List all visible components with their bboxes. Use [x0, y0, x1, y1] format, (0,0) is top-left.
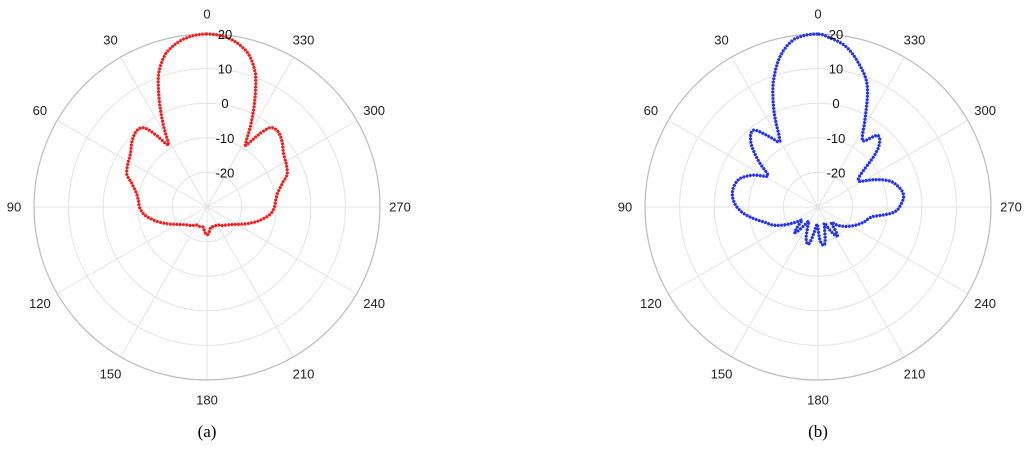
polar-chart-b: 0 30 60 90 120 150 180 210 240 270 300 330 -20 -10 0 10… [618, 7, 1022, 442]
angle-tick-label-150: 150 [711, 367, 733, 382]
spoke-330 [817, 56, 905, 208]
spoke-240 [206, 206, 358, 294]
r-tick-label--20: -20 [216, 165, 235, 180]
angle-tick-label-30: 30 [714, 32, 728, 47]
polar-chart-a: 0 30 60 90 120 150 180 210 240 270 300 330 -20 -10 0 10… [7, 7, 411, 442]
spoke-300 [206, 120, 358, 208]
pattern-trace-core [126, 33, 288, 236]
spoke-30 [731, 56, 819, 208]
angle-tick-label-210: 210 [293, 367, 315, 382]
angle-tick-label-330: 330 [904, 32, 926, 47]
angle-tick-label-90: 90 [7, 200, 21, 215]
spoke-120 [667, 206, 819, 294]
angle-tick-label-240: 240 [974, 296, 996, 311]
r-tick-label--10: -10 [827, 131, 846, 146]
r-tick-label--20: -20 [827, 165, 846, 180]
angle-tick-label-180: 180 [807, 393, 829, 408]
angle-tick-label-0: 0 [203, 7, 210, 22]
angle-tick-label-240: 240 [363, 296, 385, 311]
angle-tick-label-300: 300 [974, 103, 996, 118]
spoke-60 [667, 120, 819, 208]
spoke-150 [731, 206, 819, 358]
r-tick-label-0: 0 [832, 96, 839, 111]
angle-tick-label-210: 210 [904, 367, 926, 382]
angle-tick-label-270: 270 [1000, 200, 1022, 215]
spoke-150 [120, 206, 208, 358]
angle-tick-label-150: 150 [100, 367, 122, 382]
pattern-trace-core [731, 33, 905, 246]
spoke-60 [56, 120, 208, 208]
angle-tick-label-180: 180 [196, 393, 218, 408]
spoke-120 [56, 206, 208, 294]
spoke-240 [817, 206, 969, 294]
subfigure-caption: (a) [198, 422, 217, 441]
spoke-210 [206, 206, 294, 358]
r-tick-label--10: -10 [216, 131, 235, 146]
angle-tick-label-90: 90 [618, 200, 632, 215]
angle-tick-label-30: 30 [103, 32, 117, 47]
r-tick-label-10: 10 [829, 62, 843, 77]
subfigure-caption: (b) [808, 422, 828, 441]
angle-tick-label-120: 120 [640, 296, 662, 311]
r-tick-label-0: 0 [221, 96, 228, 111]
angle-tick-label-60: 60 [644, 103, 658, 118]
r-tick-label-20: 20 [218, 27, 232, 42]
spoke-300 [817, 120, 969, 208]
angle-tick-label-120: 120 [29, 296, 51, 311]
angle-tick-label-330: 330 [293, 32, 315, 47]
angle-tick-label-270: 270 [389, 200, 411, 215]
angle-tick-label-300: 300 [363, 103, 385, 118]
angle-tick-label-0: 0 [814, 7, 821, 22]
r-tick-label-20: 20 [829, 27, 843, 42]
angle-tick-label-60: 60 [33, 103, 47, 118]
r-tick-label-10: 10 [218, 62, 232, 77]
